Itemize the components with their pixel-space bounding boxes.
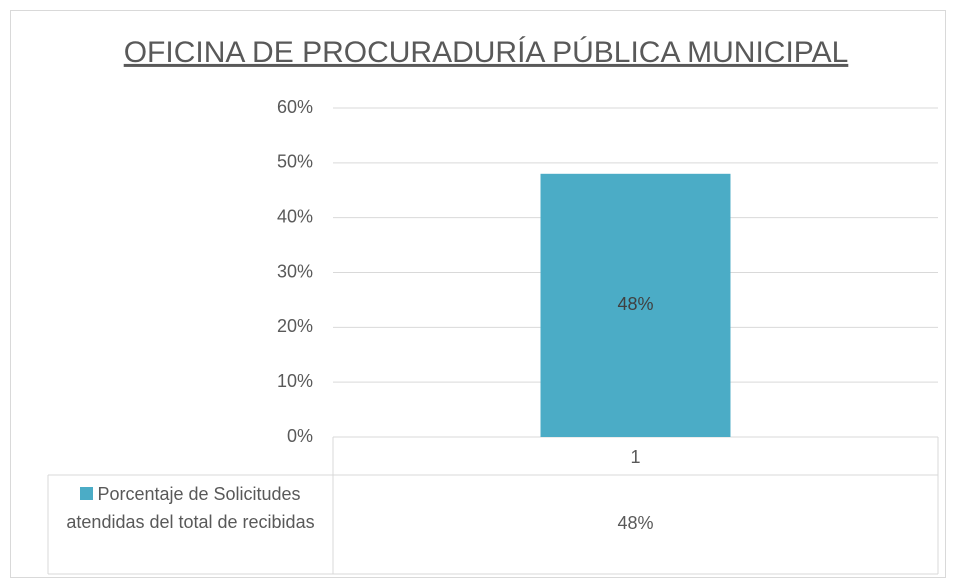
data-table-value: 48% (617, 513, 653, 533)
y-tick-label: 40% (277, 206, 313, 226)
chart-title: OFICINA DE PROCURADURÍA PÚBLICA MUNICIPA… (124, 36, 849, 69)
y-tick-label: 60% (277, 97, 313, 117)
data-label: 48% (617, 294, 653, 314)
legend-key (80, 487, 94, 500)
bar (540, 173, 731, 438)
y-tick-label: 20% (277, 316, 313, 336)
legend-label: Porcentaje de Solicitudes atendidas del … (66, 484, 315, 532)
y-tick-label: 10% (277, 371, 313, 391)
legend: Porcentaje de Solicitudes atendidas del … (48, 480, 333, 536)
y-tick-label: 50% (277, 152, 313, 172)
chart-border (10, 10, 946, 578)
x-tick-label: 1 (630, 447, 640, 467)
y-tick-label: 30% (277, 261, 313, 281)
y-tick-label: 0% (287, 426, 313, 446)
